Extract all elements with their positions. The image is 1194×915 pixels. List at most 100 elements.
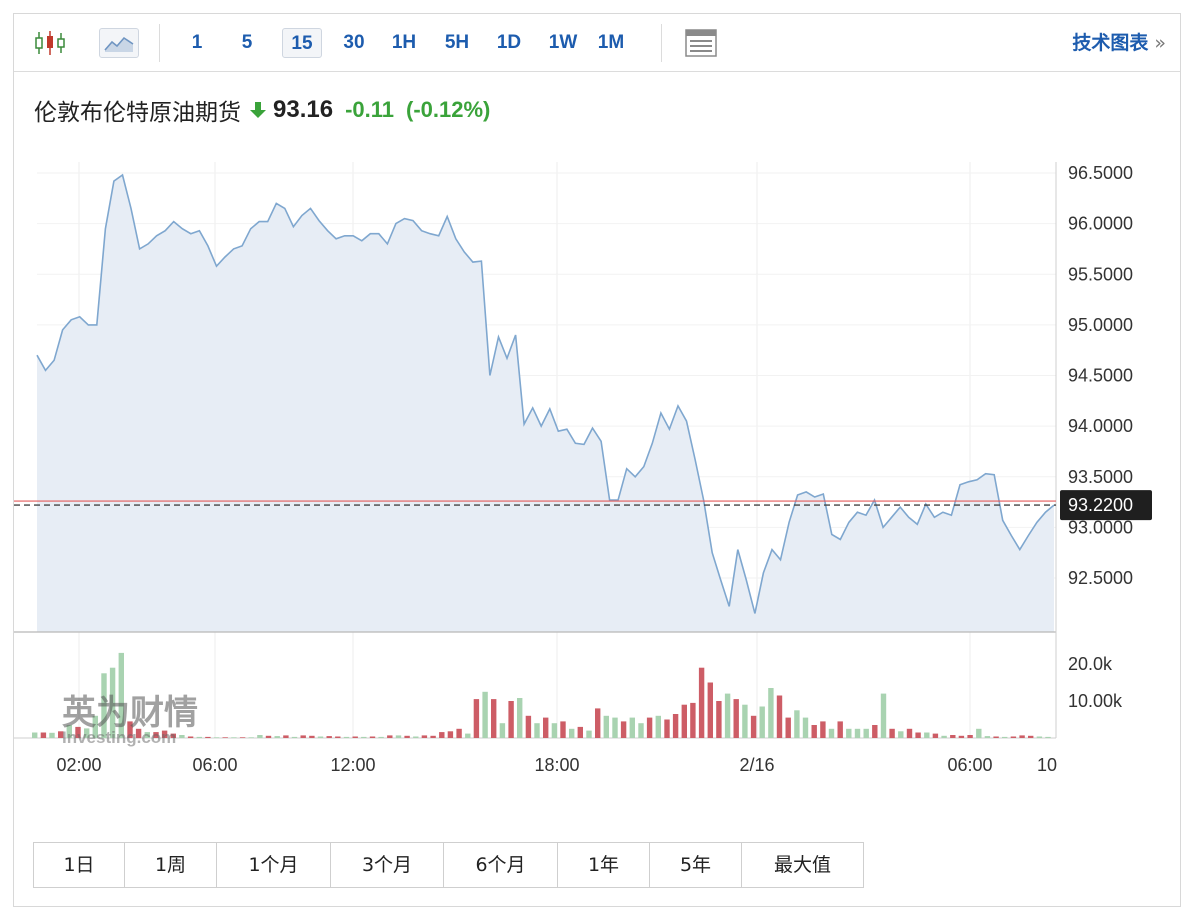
volume-bar [335, 736, 341, 738]
volume-bar [794, 710, 800, 739]
volume-bar [846, 728, 852, 739]
volume-bar [750, 715, 757, 738]
range-button[interactable]: 1周 [125, 843, 217, 887]
interval-1w[interactable]: 1W [548, 32, 578, 53]
price-tick-label: 93.5000 [1068, 467, 1133, 487]
volume-bar [213, 737, 220, 738]
interval-5[interactable]: 5 [241, 32, 253, 53]
interval-30[interactable]: 30 [343, 32, 365, 53]
volume-bar [1010, 736, 1017, 738]
volume-bar [58, 731, 64, 738]
volume-bar [517, 698, 523, 738]
candlestick-chart-button[interactable] [30, 28, 70, 58]
interval-1h[interactable]: 1H [391, 32, 417, 53]
interval-1d[interactable]: 1D [496, 32, 522, 53]
volume-bar [413, 736, 419, 738]
range-button[interactable]: 5年 [650, 843, 742, 887]
volume-bar [828, 728, 835, 739]
volume-bar [231, 737, 237, 738]
volume-bar [127, 721, 133, 738]
volume-bar [854, 728, 861, 739]
volume-bar [993, 736, 999, 738]
time-tick-label: 10 [1037, 755, 1057, 775]
volume-bar [92, 715, 98, 738]
volume-bar [395, 735, 402, 738]
volume-bar [205, 736, 211, 738]
technical-chart-label: 技术图表 [1072, 32, 1149, 54]
volume-bar [499, 723, 506, 738]
volume-bar [387, 735, 393, 738]
volume-bar [820, 721, 826, 738]
time-tick-label: 12:00 [330, 755, 375, 775]
range-button[interactable]: 最大值 [773, 854, 831, 876]
area-chart-button[interactable] [99, 28, 139, 58]
volume-bar [551, 723, 558, 738]
time-range-selector: 1日 1周 1个月 3个月 6个月 1年 5年 最大值 [33, 842, 864, 888]
volume-bar [811, 725, 817, 738]
time-tick-label: 02:00 [56, 755, 101, 775]
interval-5h[interactable]: 5H [444, 32, 470, 53]
volume-bar [629, 717, 635, 738]
price-chart[interactable]: 96.5000 96.0000 95.5000 95.0000 94.5000 94.00… [14, 14, 1180, 814]
volume-bar [75, 726, 81, 738]
volume-bar [491, 699, 497, 738]
volume-bar [958, 735, 965, 738]
volume-bar [118, 652, 124, 738]
toolbar-separator [159, 24, 160, 62]
range-button[interactable]: 3个月 [331, 843, 444, 887]
volume-bar [664, 719, 670, 738]
technical-chart-link[interactable]: 技术图表» [1072, 28, 1166, 58]
volume-bar [1036, 736, 1043, 738]
volume-bar [1045, 736, 1051, 738]
volume-bar [932, 733, 939, 738]
volume-bar [707, 682, 713, 738]
range-button[interactable]: 1个月 [217, 843, 331, 887]
time-tick-label: 06:00 [192, 755, 237, 775]
volume-bar [187, 736, 194, 738]
volume-bar [785, 717, 791, 738]
instrument-name: 伦敦布伦特原油期货 [34, 100, 241, 126]
toolbar-separator [661, 24, 662, 62]
volume-bar [153, 732, 159, 738]
volume-bar [170, 733, 176, 738]
data-table-button[interactable] [682, 28, 720, 58]
range-button[interactable]: 1日 [34, 843, 125, 887]
volume-bar [768, 688, 774, 738]
price-tick-label: 93.0000 [1068, 517, 1133, 537]
volume-bar [560, 721, 566, 738]
volume-bar [967, 735, 973, 738]
price-tick-label: 96.5000 [1068, 163, 1133, 183]
volume-bar [603, 715, 609, 738]
volume-bar [352, 736, 358, 738]
range-button[interactable]: 1年 [558, 843, 650, 887]
volume-bar [950, 735, 956, 738]
volume-bar [257, 735, 263, 738]
volume-bar [179, 735, 185, 738]
volume-bar [144, 732, 150, 738]
price-tick-label: 94.0000 [1068, 416, 1133, 436]
volume-bar [976, 728, 982, 739]
volume-bar [612, 717, 618, 738]
interval-15[interactable]: 15 [282, 28, 322, 58]
volume-bar [291, 736, 298, 738]
volume-bar [161, 730, 168, 738]
volume-bar [32, 732, 38, 738]
last-price: 93.16 [273, 96, 334, 123]
volume-bar [759, 706, 765, 738]
volume-bar [620, 721, 627, 738]
volume-bar [880, 693, 887, 738]
volume-bar [802, 717, 809, 738]
volume-bar [698, 667, 705, 738]
interval-1[interactable]: 1 [191, 32, 203, 53]
volume-bar [274, 736, 280, 738]
volume-bar [447, 731, 454, 738]
volume-bar [196, 736, 202, 738]
price-tick-label: 95.0000 [1068, 315, 1133, 335]
price-change: -0.11 [345, 97, 394, 122]
interval-1m[interactable]: 1M [597, 32, 625, 53]
volume-bar [343, 736, 350, 738]
range-button[interactable]: 6个月 [444, 843, 558, 887]
last-price-badge [1060, 490, 1152, 521]
price-tick-label: 94.5000 [1068, 366, 1133, 386]
watermark-logo: 英为财情 [62, 693, 198, 733]
